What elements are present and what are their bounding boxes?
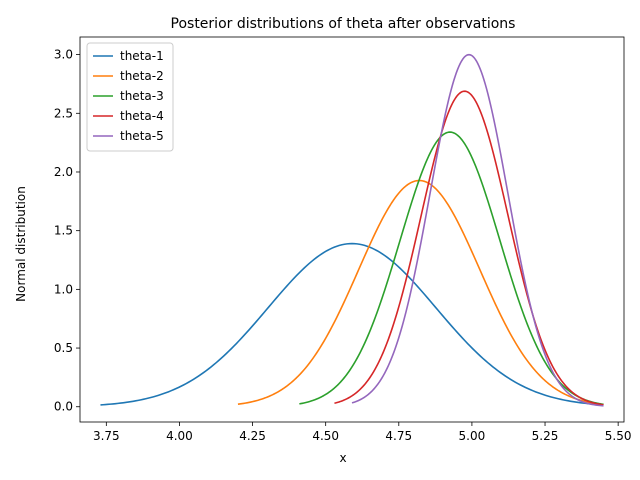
y-tick-label: 0.0 (54, 400, 73, 414)
legend-entry: theta-4 (120, 109, 164, 123)
legend-entry: theta-2 (120, 69, 164, 83)
y-tick-label: 2.0 (54, 165, 73, 179)
y-tick-label: 2.5 (54, 106, 73, 120)
legend-box (86, 42, 174, 152)
x-tick-label: 4.75 (385, 429, 412, 443)
x-tick-label: 4.00 (166, 429, 193, 443)
x-tick-label: 4.25 (239, 429, 266, 443)
plot-frame (79, 36, 625, 423)
series-line-theta-2 (237, 179, 604, 406)
y-tick-label: 1.5 (54, 224, 73, 238)
y-tick-label: 0.5 (54, 341, 73, 355)
series-layer (100, 53, 604, 407)
x-tick-label: 4.50 (312, 429, 339, 443)
legend: theta-1 theta-2 theta-3 theta-4 theta-5 (86, 42, 174, 152)
x-tick-label: 5.00 (459, 429, 486, 443)
x-tick-label: 5.50 (605, 429, 632, 443)
y-axis: 0.0 0.5 1.0 1.5 2.0 2.5 3.0 (54, 48, 80, 414)
x-tick-label: 5.25 (532, 429, 559, 443)
y-axis-label: Normal distribution (14, 186, 28, 302)
legend-entry: theta-3 (120, 89, 164, 103)
series-line-theta-4 (334, 90, 604, 406)
legend-entry: theta-1 (120, 49, 164, 63)
legend-entry: theta-5 (120, 129, 164, 143)
series-line-theta-3 (299, 131, 604, 406)
y-tick-label: 3.0 (54, 48, 73, 62)
x-axis: 3.75 4.00 4.25 4.50 4.75 5.00 5.25 5.50 (93, 422, 632, 443)
series-line-theta-1 (100, 242, 604, 406)
x-axis-label: x (339, 451, 346, 465)
y-tick-label: 1.0 (54, 282, 73, 296)
series-line-theta-5 (351, 53, 604, 407)
x-tick-label: 3.75 (93, 429, 120, 443)
chart-title: Posterior distributions of theta after o… (171, 16, 516, 32)
